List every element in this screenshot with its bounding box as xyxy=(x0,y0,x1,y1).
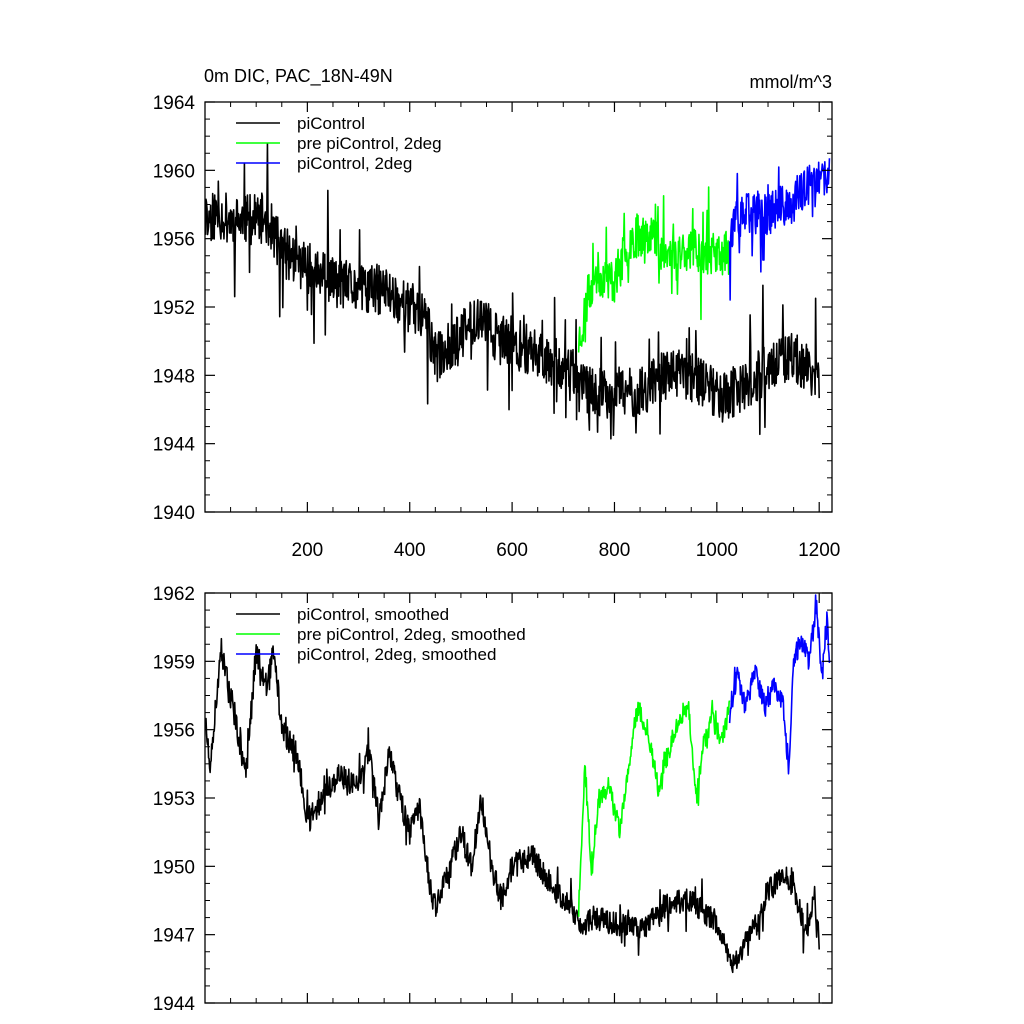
y-tick-label: 1960 xyxy=(153,161,195,182)
y-tick-label: 1944 xyxy=(153,435,196,456)
legend-label: piControl, 2deg, smoothed xyxy=(297,645,496,664)
y-tick-label: 1959 xyxy=(153,652,195,673)
legend-label: piControl, smoothed xyxy=(297,605,449,624)
legend-label: piControl, 2deg xyxy=(297,154,412,173)
legend-label: pre piControl, 2deg, smoothed xyxy=(297,625,526,644)
units-label: mmol/m^3 xyxy=(750,72,832,92)
y-tick-label: 1952 xyxy=(153,298,195,319)
series-line-0 xyxy=(205,637,820,974)
x-tick-label: 200 xyxy=(292,540,324,561)
y-tick-label: 1940 xyxy=(153,503,195,524)
y-tick-label: 1948 xyxy=(153,366,195,387)
y-tick-label: 1947 xyxy=(153,926,195,947)
y-tick-label: 1953 xyxy=(153,789,195,810)
legend-label: pre piControl, 2deg xyxy=(297,134,442,153)
x-tick-label: 600 xyxy=(496,540,528,561)
x-tick-label: 400 xyxy=(394,540,426,561)
bottom-panel: 1944 1947 1950 1953 1956 1959 1962 piControl, s… xyxy=(153,584,833,1015)
y-tick-label: 1950 xyxy=(153,857,195,878)
x-tick-label: 800 xyxy=(599,540,631,561)
y-tick-label: 1944 xyxy=(153,994,196,1015)
series-line-2 xyxy=(728,158,831,301)
series-line-1 xyxy=(577,699,731,917)
chart-title: 0m DIC, PAC_18N-49N xyxy=(204,66,393,87)
y-tick-label: 1964 xyxy=(153,93,196,114)
x-tick-label: 1000 xyxy=(696,540,738,561)
legend-label: piControl xyxy=(297,114,365,133)
y-tick-label: 1962 xyxy=(153,584,195,605)
series-line-0 xyxy=(205,142,820,440)
y-tick-label: 1956 xyxy=(153,230,195,251)
series-line-2 xyxy=(728,594,831,775)
top-panel: 0m DIC, PAC_18N-49N mmol/m^3 1940 1944 194… xyxy=(153,66,841,561)
y-tick-label: 1956 xyxy=(153,721,195,742)
series-line-1 xyxy=(577,186,731,353)
x-tick-label: 1200 xyxy=(798,540,840,561)
